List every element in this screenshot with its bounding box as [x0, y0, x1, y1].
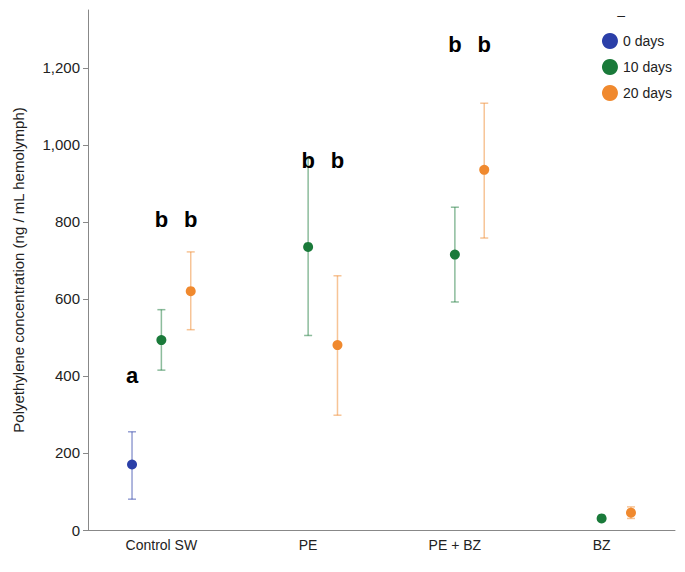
svg-text:PE: PE	[299, 537, 318, 553]
svg-text:200: 200	[55, 444, 80, 461]
svg-text:b: b	[184, 207, 197, 232]
svg-text:0: 0	[72, 522, 80, 539]
svg-text:800: 800	[55, 213, 80, 230]
svg-text:Control SW: Control SW	[126, 537, 198, 553]
svg-text:b: b	[477, 32, 490, 57]
svg-text:Polyethylene concentration (ng: Polyethylene concentration (ng / mL hemo…	[10, 107, 27, 432]
svg-text:400: 400	[55, 367, 80, 384]
svg-text:–: –	[617, 7, 625, 23]
svg-text:1,200: 1,200	[42, 59, 80, 76]
svg-text:b: b	[331, 148, 344, 173]
svg-text:1,000: 1,000	[42, 136, 80, 153]
svg-text:b: b	[155, 207, 168, 232]
svg-text:b: b	[448, 32, 461, 57]
svg-text:b: b	[301, 148, 314, 173]
svg-text:0 days: 0 days	[623, 33, 664, 49]
svg-text:a: a	[126, 363, 139, 388]
svg-text:20 days: 20 days	[623, 85, 672, 101]
svg-text:10 days: 10 days	[623, 59, 672, 75]
svg-text:600: 600	[55, 290, 80, 307]
svg-text:BZ: BZ	[593, 537, 611, 553]
svg-text:PE + BZ: PE + BZ	[429, 537, 482, 553]
